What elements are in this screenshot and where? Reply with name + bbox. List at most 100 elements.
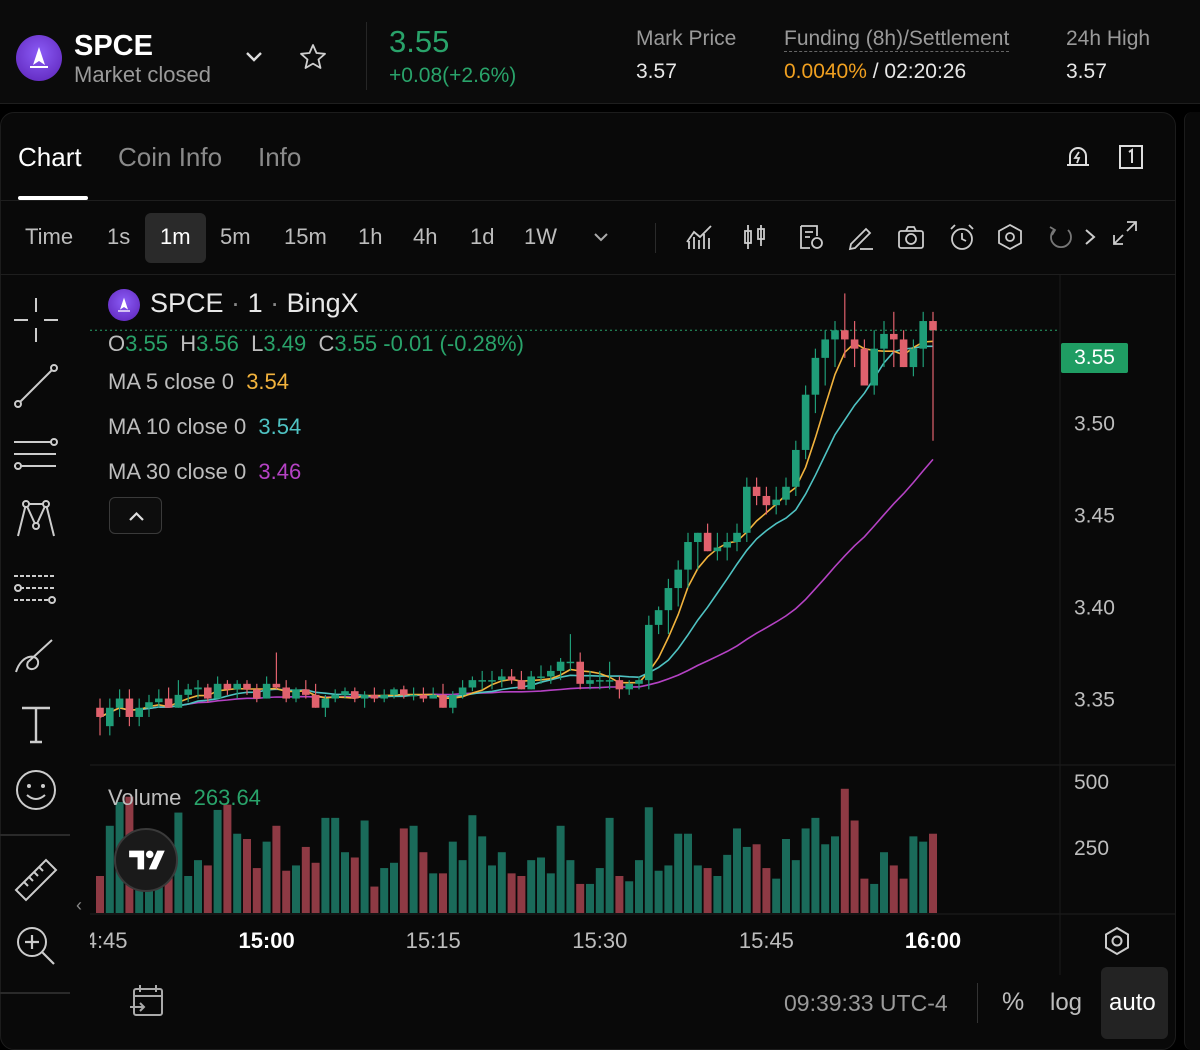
funding-label[interactable]: Funding (8h)/Settlement (784, 27, 1010, 52)
candle-body (204, 687, 212, 699)
interval-active-bg (145, 213, 206, 263)
ruler-icon[interactable] (12, 856, 60, 904)
timezone-clock[interactable]: 09:39:33 UTC-4 (784, 990, 948, 1016)
volume-bar (350, 857, 359, 913)
interval-more-chevron-icon[interactable] (588, 224, 614, 250)
emoji-icon[interactable] (12, 766, 60, 814)
volume-bar (527, 860, 536, 913)
toolbar-bottom-divider (0, 274, 1176, 275)
candle-body (302, 689, 310, 695)
tab-info[interactable]: Info (258, 142, 302, 172)
candle-body (615, 680, 624, 690)
template-icon[interactable] (796, 222, 826, 252)
brush-icon[interactable] (12, 632, 60, 680)
candle-body (880, 333, 888, 349)
log-scale-toggle[interactable]: log (1050, 989, 1083, 1016)
text-tool-icon[interactable] (12, 700, 60, 748)
interval-15m[interactable]: 15m (284, 224, 327, 249)
alert-bell-icon[interactable] (1064, 143, 1092, 171)
collapse-toolbar-icon[interactable]: ‹ (76, 895, 82, 915)
interval-4h[interactable]: 4h (413, 224, 438, 249)
tradingview-logo[interactable] (114, 828, 178, 892)
side-toolbar-divider-2 (0, 992, 70, 994)
candle-body (145, 702, 153, 708)
interval-1s[interactable]: 1s (107, 224, 131, 249)
side-toolbar-divider (0, 834, 70, 836)
go-to-date-icon[interactable] (128, 982, 168, 1022)
axis-settings-icon[interactable] (1101, 925, 1133, 957)
legend-interval: 1 (247, 288, 263, 318)
indicators-icon[interactable] (684, 222, 714, 252)
fullscreen-icon[interactable] (1110, 218, 1140, 248)
candle-body (321, 698, 330, 708)
candle-type-icon[interactable] (740, 222, 770, 252)
candle-body (792, 449, 800, 487)
interval-1w[interactable]: 1W (524, 224, 557, 249)
fib-retracement-icon[interactable] (12, 566, 60, 614)
interval-time-label: Time (25, 224, 74, 249)
volume-bar (194, 860, 202, 913)
price-chart[interactable]: 3.35 3.40 3.45 3.50 500 250 14:45 15:00 15:15 15:… (90, 275, 1175, 975)
volume-bar (370, 886, 379, 913)
volume-bar (831, 836, 839, 913)
ma30-legend[interactable]: MA 30 close 0 3.46 (108, 459, 301, 485)
settings-hex-icon[interactable] (995, 222, 1025, 252)
ma10-legend[interactable]: MA 10 close 0 3.54 (108, 414, 301, 440)
candle-body (547, 670, 555, 677)
volume-bar (556, 825, 565, 913)
interval-5m[interactable]: 5m (220, 224, 251, 249)
volume-bar (135, 881, 144, 913)
volume-bar (272, 825, 281, 913)
volume-bar (870, 883, 879, 913)
price-tick-label: 3.40 (1074, 596, 1115, 619)
chevron-down-icon[interactable] (242, 44, 266, 68)
high-label: 24h High (1066, 27, 1151, 50)
undo-icon[interactable] (1046, 222, 1076, 252)
volume-bar (586, 883, 594, 913)
candle-body (174, 694, 183, 708)
volume-bar (96, 876, 104, 913)
interval-1d[interactable]: 1d (470, 224, 495, 249)
candle-body (282, 687, 290, 699)
candle-body (723, 542, 731, 548)
candle-body (331, 694, 339, 699)
time-tick-label: 16:00 (905, 928, 961, 953)
tab-chart[interactable]: Chart (18, 142, 82, 172)
percent-scale-toggle[interactable]: % (1002, 988, 1025, 1016)
volume-bar (782, 839, 790, 913)
volume-bar (360, 820, 369, 913)
horizontal-lines-icon[interactable] (12, 430, 60, 478)
legend-collapse-button[interactable] (109, 497, 162, 534)
volume-bar (301, 846, 310, 913)
candle-body (684, 542, 692, 570)
symbol-name[interactable]: SPCE (74, 30, 153, 62)
pattern-tool-icon[interactable] (12, 496, 60, 544)
zoom-in-icon[interactable] (12, 922, 60, 970)
crosshair-icon[interactable] (12, 296, 60, 344)
trend-line-icon[interactable] (12, 362, 60, 410)
interval-1m[interactable]: 1m (160, 224, 191, 249)
volume-bar (311, 862, 320, 913)
candle-body (841, 330, 849, 340)
volume-label: Volume (108, 785, 182, 810)
volume-bar (762, 868, 771, 913)
volume-bar (546, 873, 555, 913)
camera-icon[interactable] (896, 222, 926, 252)
ma5-legend[interactable]: MA 5 close 0 3.54 (108, 369, 289, 395)
ohlc-open: 3.55 (125, 331, 168, 356)
auto-scale-toggle[interactable]: auto (1109, 989, 1156, 1016)
candle-body (919, 321, 927, 349)
interval-1h[interactable]: 1h (358, 224, 383, 249)
draw-pencil-icon[interactable] (846, 222, 876, 252)
single-layout-icon[interactable] (1117, 143, 1145, 171)
volume-bar (791, 860, 800, 913)
volume-bar (713, 876, 722, 913)
alarm-clock-icon[interactable] (947, 222, 977, 252)
volume-bar (772, 878, 781, 913)
volume-bar (282, 870, 291, 913)
tab-coin-info[interactable]: Coin Info (118, 142, 223, 172)
header-divider (366, 22, 367, 90)
volume-bar (203, 865, 212, 913)
scroll-right-icon[interactable] (1080, 222, 1102, 252)
favorite-star-icon[interactable] (298, 42, 328, 72)
